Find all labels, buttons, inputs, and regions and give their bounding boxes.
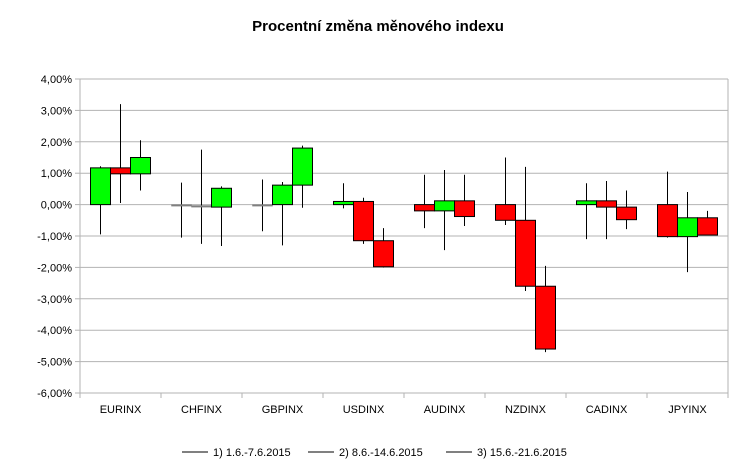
legend-label: 1) 1.6.-7.6.2015 xyxy=(213,447,291,459)
candle-body xyxy=(353,200,374,242)
candle-body xyxy=(130,157,151,175)
y-tick-label: 0,00% xyxy=(41,200,72,212)
candle-body xyxy=(90,167,111,206)
candle-body xyxy=(333,200,354,206)
candle-body xyxy=(414,204,435,212)
x-tick-label: JPYINX xyxy=(668,404,707,416)
candle-body xyxy=(515,219,536,287)
x-tick-label: CADINX xyxy=(586,404,628,416)
y-tick-label: 4,00% xyxy=(41,74,72,86)
candle-body xyxy=(495,204,516,221)
y-tick-label: 1,00% xyxy=(41,168,72,180)
candle-body xyxy=(434,200,455,212)
y-tick-label: -5,00% xyxy=(37,357,72,369)
candle-body xyxy=(292,147,313,186)
x-tick-label: CHFINX xyxy=(181,404,223,416)
candle-body xyxy=(110,167,131,175)
y-tick-label: 3,00% xyxy=(41,105,72,117)
legend: 1) 1.6.-7.6.2015 2) 8.6.-14.6.2015 3) 15.6… xyxy=(182,447,567,459)
y-tick-label: -4,00% xyxy=(37,325,72,337)
candle-body xyxy=(454,200,475,218)
candle-body xyxy=(596,200,617,208)
label-layer: 4,00% 3,00% 2,00% 1,00% 0,00% -1,00% -2,00% -3,… xyxy=(37,74,707,416)
candle-body xyxy=(373,240,394,268)
candle-body xyxy=(677,217,698,238)
x-tick-label: GBPINX xyxy=(262,404,304,416)
candle-layer xyxy=(90,104,718,353)
candle-body xyxy=(535,285,556,350)
chart-title: Procentní změna měnového indexu xyxy=(252,18,504,35)
candle-body xyxy=(657,204,678,238)
y-tick-label: 2,00% xyxy=(41,137,72,149)
x-tick-label: NZDINX xyxy=(505,404,547,416)
candle-body xyxy=(171,204,192,207)
y-tick-label: -6,00% xyxy=(37,388,72,400)
y-tick-label: -3,00% xyxy=(37,294,72,306)
candle-body xyxy=(697,217,718,236)
candle-body xyxy=(252,204,273,207)
x-tick-label: EURINX xyxy=(100,404,142,416)
axis-layer xyxy=(75,78,729,398)
legend-label: 2) 8.6.-14.6.2015 xyxy=(339,447,423,459)
candle-body xyxy=(272,184,293,206)
candle-body xyxy=(576,200,597,206)
candle-body xyxy=(211,187,232,208)
x-tick-label: USDINX xyxy=(343,404,385,416)
y-tick-label: -2,00% xyxy=(37,262,72,274)
candle-body xyxy=(191,205,212,208)
candle-body xyxy=(616,206,637,221)
grid-layer xyxy=(80,78,728,394)
legend-label: 3) 15.6.-21.6.2015 xyxy=(477,447,567,459)
x-tick-label: AUDINX xyxy=(424,404,466,416)
y-tick-label: -1,00% xyxy=(37,231,72,243)
